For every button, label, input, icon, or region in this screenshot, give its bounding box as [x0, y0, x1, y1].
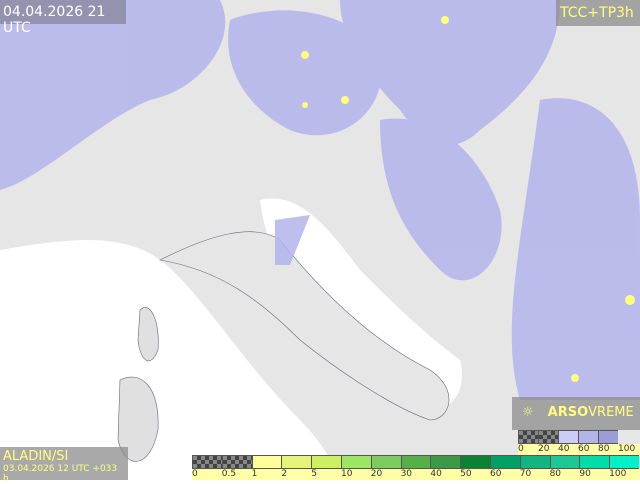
cloud-label: 100 — [618, 444, 636, 454]
cloud-swatch — [518, 430, 538, 444]
cloud-swatch — [598, 430, 618, 444]
cloud-legend — [518, 430, 618, 444]
precip-spots — [301, 16, 635, 382]
precip-label: 5 — [311, 469, 317, 479]
cloud-cover — [0, 0, 640, 401]
product-label: TCC+TP3h — [556, 0, 640, 26]
precip-swatch — [489, 455, 520, 469]
brand-part1: ARSO — [547, 405, 589, 420]
arso-logo: ☼ ARSOVREME — [512, 397, 640, 430]
precip-swatch — [430, 455, 461, 469]
cloud-label: 20 — [538, 444, 550, 454]
precip-swatch — [311, 455, 341, 469]
precip-swatch — [549, 455, 580, 469]
precip-label: 20 — [370, 469, 383, 479]
italy-outline — [159, 231, 450, 421]
precip-label: 40 — [430, 469, 442, 479]
sea-adriatic — [260, 198, 462, 408]
valid-time-label: 04.04.2026 21 UTC — [0, 0, 126, 36]
cloud-label: 60 — [578, 444, 590, 454]
precip-label: 30 — [400, 469, 413, 479]
brand-part2: VREME — [588, 405, 634, 420]
precip-swatch — [281, 455, 312, 469]
cloud-label: 0 — [518, 444, 524, 454]
precip-swatch — [579, 455, 610, 469]
precip-label: 1 — [251, 469, 258, 479]
precip-swatch — [192, 455, 222, 469]
model-run: 03.04.2026 12 UTC +033 h — [3, 464, 118, 484]
island-corsica — [137, 307, 159, 362]
precip-legend — [192, 455, 639, 469]
precip-label: 0.5 — [221, 469, 237, 479]
cloud-legend-labels: 0 20 40 60 80 100 — [518, 444, 640, 456]
precip-swatch — [519, 455, 550, 469]
model-info: ALADIN/SI 03.04.2026 12 UTC +033 h — [0, 447, 128, 484]
cloud-label: 40 — [558, 444, 570, 454]
cloud-swatch — [578, 430, 598, 444]
precip-swatch — [370, 455, 401, 469]
model-name: ALADIN/SI — [3, 449, 69, 464]
precip-label: 2 — [281, 469, 288, 479]
precip-label: 100 — [609, 469, 627, 479]
precip-label: 50 — [460, 469, 472, 479]
precip-swatch — [400, 455, 431, 469]
cloud-swatch — [538, 430, 558, 444]
precip-swatch — [221, 455, 252, 469]
cloud-swatch — [558, 430, 578, 444]
precip-legend-labels: 0 0.5 1 2 5 10 20 30 40 50 60 70 80 90 100 — [192, 469, 640, 480]
precip-label: 70 — [519, 469, 532, 479]
precip-swatch — [251, 455, 282, 469]
sun-cloud-icon: ☼ — [522, 405, 534, 420]
precip-label: 80 — [549, 469, 562, 479]
sea-tyrrhenian — [0, 240, 340, 480]
precip-label: 60 — [489, 469, 502, 479]
precip-label: 0 — [192, 469, 198, 479]
precip-swatch — [340, 455, 371, 469]
precip-swatch — [609, 455, 639, 469]
precip-label: 10 — [340, 469, 353, 479]
precip-swatch — [460, 455, 490, 469]
precip-label: 90 — [579, 469, 591, 479]
cloud-label: 80 — [598, 444, 610, 454]
